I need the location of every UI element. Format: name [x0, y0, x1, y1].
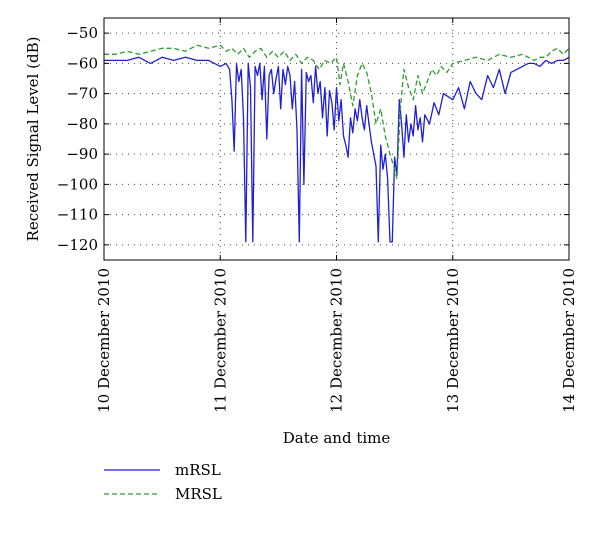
y-tick-label: −60: [66, 54, 98, 72]
y-tick-label: −100: [57, 175, 98, 193]
x-tick-label: 14 December 2010: [560, 268, 578, 413]
series-line-mrsl: [104, 56, 570, 243]
y-tick-label: −50: [66, 24, 98, 42]
x-axis-label: Date and time: [283, 429, 391, 447]
series-layer: [104, 44, 570, 243]
y-tick-label: −90: [66, 145, 98, 163]
y-tick-label: −70: [66, 85, 98, 103]
tick-layer: −50 −60 −70 −80 −90 −100 −110 −120 10 December 2…: [57, 18, 578, 413]
x-tick-label: 10 December 2010: [95, 268, 113, 413]
y-tick-label: −110: [57, 206, 98, 224]
y-tick-label: −120: [57, 236, 98, 254]
legend-label-mrsl: mRSL: [175, 461, 221, 479]
series-line-mrsl: [104, 44, 570, 179]
y-tick-label: −80: [66, 115, 98, 133]
legend-label-mrsl: MRSL: [175, 485, 222, 503]
x-tick-label: 11 December 2010: [211, 268, 229, 413]
legend: mRSL MRSL: [104, 461, 222, 503]
y-axis-label: Received Signal Level (dB): [24, 37, 42, 242]
grid-layer: [104, 18, 569, 260]
x-tick-label: 13 December 2010: [444, 268, 462, 413]
x-tick-label: 12 December 2010: [328, 268, 346, 413]
